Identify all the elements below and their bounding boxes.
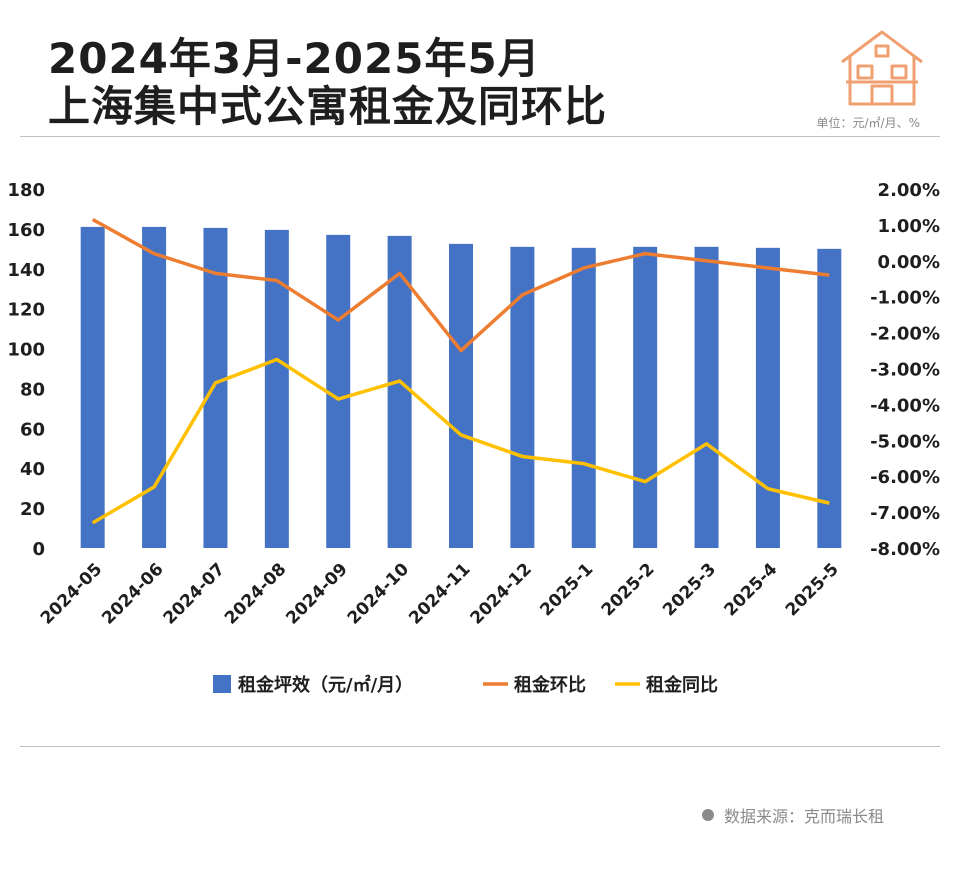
- x-tick-label: 2025-1: [536, 559, 597, 620]
- y2-tick-label: -8.00%: [870, 539, 940, 560]
- house-icon: [841, 30, 923, 106]
- y2-tick-label: 2.00%: [878, 180, 940, 201]
- x-tick-label: 2025-3: [659, 559, 720, 620]
- legend-label-yoy: 租金同比: [646, 674, 718, 696]
- x-tick-label: 2024-09: [282, 559, 351, 628]
- source-note: 数据来源：克而瑞长租: [701, 803, 884, 827]
- y-tick-label: 140: [7, 260, 45, 281]
- x-tick-label: 2024-10: [344, 559, 413, 628]
- y2-tick-label: -7.00%: [870, 503, 940, 524]
- legend-label-mom: 租金环比: [514, 674, 586, 696]
- y2-tick-label: -5.00%: [870, 431, 940, 452]
- y2-tick-label: -4.00%: [870, 395, 940, 416]
- y2-tick-label: -6.00%: [870, 467, 940, 488]
- x-tick-label: 2025-4: [721, 559, 782, 620]
- y-tick-label: 40: [20, 459, 45, 480]
- x-tick-label: 2025-5: [782, 559, 843, 620]
- x-tick-label: 2024-12: [467, 559, 536, 628]
- source-text: 数据来源：克而瑞长租: [723, 807, 884, 826]
- bar: [755, 247, 780, 548]
- y-tick-label: 0: [32, 539, 45, 560]
- y-tick-label: 80: [20, 379, 45, 400]
- yoy-line: [91, 357, 830, 525]
- bar: [449, 243, 473, 548]
- top-divider: [20, 136, 940, 137]
- bar: [326, 234, 351, 548]
- y-tick-label: 20: [20, 499, 45, 520]
- x-tick-label: 2024-06: [98, 559, 167, 628]
- y-tick-label: 100: [7, 340, 45, 361]
- legend-label-bar: 租金坪效（元/㎡/月）: [238, 674, 413, 696]
- y-tick-label: 120: [7, 300, 45, 321]
- bar: [80, 226, 105, 548]
- bar: [633, 246, 658, 549]
- mom-line: [91, 217, 830, 353]
- bar: [571, 247, 596, 548]
- title-line-2: 上海集中式公寓租金及同环比: [48, 82, 608, 131]
- legend-swatch-bar: [213, 675, 231, 693]
- bar: [817, 248, 842, 549]
- x-tick-label: 2025-2: [598, 559, 659, 620]
- combo-chart: 0 20 40 60 80 100 120 140 160 180 -8.00% -7.00% -6.…: [7, 180, 940, 696]
- x-tick-label: 2024-08: [221, 559, 290, 628]
- y2-tick-label: 0.00%: [878, 252, 940, 273]
- bullet-dot-icon: [701, 809, 714, 821]
- y2-tick-label: -1.00%: [870, 288, 940, 309]
- y-tick-label: 180: [7, 180, 45, 201]
- x-tick-label: 2024-05: [37, 559, 106, 628]
- y2-tick-label: 1.00%: [878, 216, 940, 237]
- x-tick-label: 2024-07: [160, 559, 229, 628]
- bar: [694, 246, 719, 549]
- title-line-1: 2024年3月-2025年5月: [48, 34, 541, 83]
- bar: [264, 229, 289, 548]
- bar: [203, 227, 228, 548]
- bar: [142, 226, 167, 548]
- y2-tick-label: -2.00%: [870, 324, 940, 345]
- y-tick-label: 160: [7, 220, 45, 241]
- bar: [387, 235, 412, 548]
- x-tick-label: 2024-11: [405, 559, 474, 628]
- y-tick-label: 60: [20, 419, 45, 440]
- y2-tick-label: -3.00%: [870, 360, 940, 381]
- bottom-divider: [20, 746, 940, 747]
- unit-note: 单位：元/㎡/月、%: [816, 116, 921, 130]
